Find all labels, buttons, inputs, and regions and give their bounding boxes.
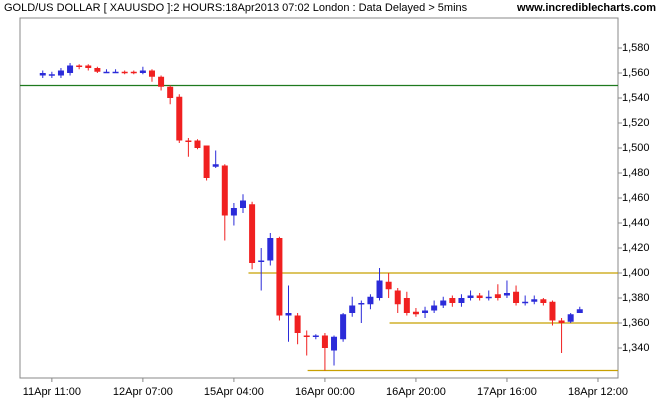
candle-body	[121, 71, 128, 74]
candle-body	[340, 314, 347, 340]
candle-body	[249, 204, 256, 263]
y-tick-label: 1,520	[622, 117, 650, 129]
y-tick-label: 1,500	[622, 142, 650, 154]
candle-body	[503, 293, 510, 296]
candle-body	[57, 70, 64, 76]
candle-body	[422, 310, 429, 313]
candle-body	[103, 71, 110, 74]
candle-body	[158, 76, 165, 87]
candle-body	[185, 140, 192, 142]
candle-body	[167, 86, 174, 98]
candle-body	[130, 71, 137, 74]
candle-body	[312, 335, 319, 337]
candle-body	[94, 68, 101, 72]
candle-body	[485, 296, 492, 299]
candle-body	[67, 65, 74, 73]
x-tick-label: 18Apr 12:00	[568, 386, 628, 398]
candle-body	[294, 315, 301, 333]
candle-body	[403, 298, 410, 313]
x-tick-label: 11Apr 11:00	[23, 386, 81, 398]
candle-body	[139, 70, 146, 73]
y-tick-label: 1,440	[622, 217, 650, 229]
candle-body	[230, 208, 237, 216]
candle-body	[148, 70, 155, 77]
y-tick-label: 1,400	[622, 267, 650, 279]
x-tick-label: 17Apr 16:00	[477, 386, 537, 398]
candle-body	[267, 238, 274, 261]
candle-body	[440, 300, 447, 306]
candle-body	[39, 73, 46, 76]
y-tick-label: 1,560	[622, 67, 650, 79]
candle-body	[258, 260, 265, 262]
y-tick-label: 1,580	[622, 42, 650, 54]
candle-body	[576, 309, 583, 313]
candle-body	[349, 305, 356, 313]
candle-body	[194, 140, 201, 148]
y-tick-label: 1,420	[622, 242, 650, 254]
x-tick-label: 15Apr 04:00	[204, 386, 264, 398]
candle-body	[239, 200, 246, 208]
candle-body	[513, 291, 520, 303]
candle-body	[48, 74, 55, 76]
candle-body	[494, 294, 501, 298]
chart-title: GOLD/US DOLLAR [ XAUUSDO ]:2 HOURS:18Apr…	[4, 2, 468, 14]
candle-body	[358, 303, 365, 305]
candle-body	[285, 313, 292, 316]
candle-body	[431, 305, 438, 311]
y-tick-label: 1,540	[622, 92, 650, 104]
candle-body	[112, 71, 119, 74]
candle-body	[540, 299, 547, 303]
candle-body	[367, 296, 374, 305]
candle-body	[331, 336, 338, 351]
candle-body	[376, 280, 383, 298]
y-tick-label: 1,480	[622, 167, 650, 179]
candle-body	[476, 295, 483, 298]
y-tick-label: 1,360	[622, 317, 650, 329]
candle-body	[467, 295, 474, 298]
candle-body	[449, 298, 456, 303]
candle-body	[558, 320, 565, 323]
x-tick-label: 16Apr 20:00	[386, 386, 446, 398]
source: www.incrediblecharts.com	[516, 2, 656, 14]
candle-body	[412, 311, 419, 315]
y-tick-label: 1,340	[622, 342, 650, 354]
x-tick-label: 12Apr 07:00	[113, 386, 173, 398]
candle-body	[531, 299, 538, 302]
candle-body	[549, 301, 556, 321]
y-tick-label: 1,380	[622, 292, 650, 304]
candle-body	[567, 314, 574, 322]
candle-body	[212, 164, 219, 167]
candle-body	[394, 290, 401, 305]
candle-body	[85, 65, 92, 68]
candle-body	[76, 65, 83, 67]
candle-body	[385, 281, 392, 290]
y-tick-label: 1,460	[622, 192, 650, 204]
candle-body	[458, 298, 465, 303]
candle-body	[176, 96, 183, 141]
x-tick-label: 16Apr 00:00	[295, 386, 355, 398]
candle-body	[303, 335, 310, 337]
candle-body	[221, 165, 228, 216]
candle-body	[321, 335, 328, 348]
candle-body	[276, 238, 283, 316]
candle-body	[203, 145, 210, 178]
candle-body	[522, 301, 529, 304]
